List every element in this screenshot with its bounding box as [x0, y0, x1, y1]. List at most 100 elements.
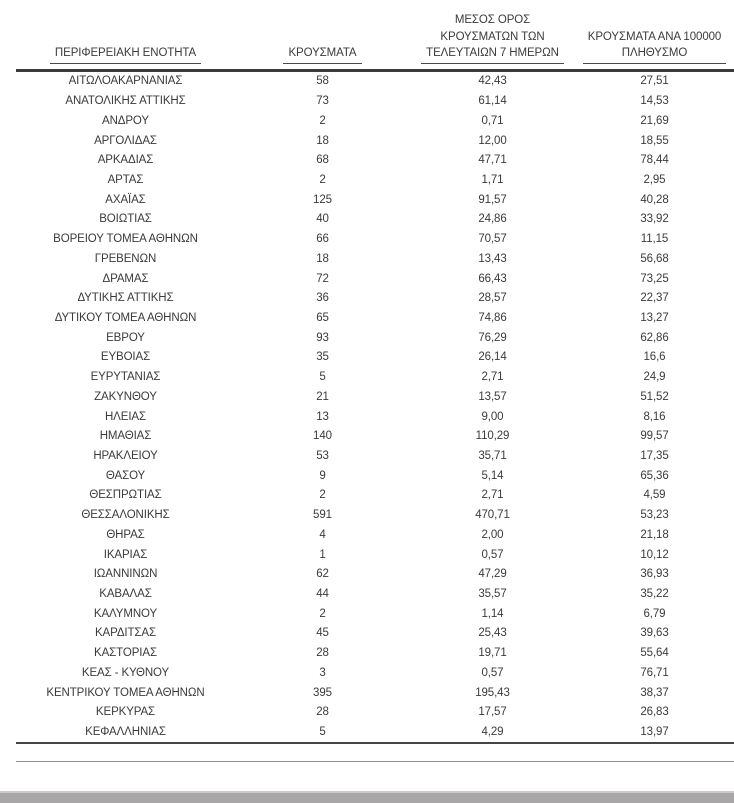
cell-avg7: 2,71	[481, 489, 504, 502]
cell-cases: 62	[316, 568, 329, 581]
cell-avg7: 13,57	[478, 390, 507, 403]
section-divider	[16, 760, 734, 762]
table-row: ΑΧΑΪΑΣ 125 91,57 40,28	[16, 190, 734, 210]
cell-region: ΚΕΡΚΥΡΑΣ	[95, 706, 156, 719]
cell-cases: 28	[316, 647, 329, 660]
table-row: ΑΝΑΤΟΛΙΚΗΣ ΑΤΤΙΚΗΣ 73 61,14 14,53	[16, 91, 734, 111]
header-cases-label: ΚΡΟΥΣΜΑΤΑ	[283, 45, 362, 64]
cell-per100k: 62,86	[640, 331, 669, 344]
table-row: ΚΕΡΚΥΡΑΣ 28 17,57 26,83	[16, 703, 734, 723]
table-body: ΑΙΤΩΛΟΑΚΑΡΝΑΝΙΑΣ 58 42,43 27,51 ΑΝΑΤΟΛΙΚΗΣ Α…	[16, 72, 734, 744]
cell-region: ΑΧΑΪΑΣ	[105, 193, 146, 206]
cell-per100k: 16,6	[643, 351, 666, 364]
cell-per100k: 73,25	[640, 272, 669, 285]
cell-per100k: 13,97	[640, 726, 669, 739]
cell-avg7: 5,14	[481, 469, 504, 482]
cell-region: ΖΑΚΥΝΘΟΥ	[94, 390, 157, 403]
cell-cases: 2	[319, 489, 326, 502]
header-cases: ΚΡΟΥΣΜΑΤΑ	[235, 45, 410, 64]
table-row: ΗΛΕΙΑΣ 13 9,00 8,16	[16, 407, 734, 427]
cell-region: ΗΡΑΚΛΕΙΟΥ	[93, 450, 158, 463]
table-header: ΠΕΡΙΦΕΡΕΙΑΚΗ ΕΝΟΤΗΤΑ ΚΡΟΥΣΜΑΤΑ ΜΕΣΟΣ ΟΡΟ…	[16, 0, 734, 64]
cell-cases: 1	[319, 548, 326, 561]
table-row: ΘΕΣΣΑΛΟΝΙΚΗΣ 591 470,71 53,23	[16, 505, 734, 525]
cell-avg7: 74,86	[478, 311, 507, 324]
cell-avg7: 13,43	[478, 252, 507, 265]
cell-region: ΘΕΣΠΡΩΤΙΑΣ	[89, 489, 162, 502]
cell-avg7: 2,71	[481, 371, 504, 384]
header-per100k: ΚΡΟΥΣΜΑΤΑ ΑΝΑ 100000 ΠΛΗΘΥΣΜΟ	[575, 29, 734, 64]
cell-per100k: 26,83	[640, 706, 669, 719]
cell-avg7: 2,00	[481, 528, 504, 541]
cell-avg7: 28,57	[478, 292, 507, 305]
cell-region: ΒΟΙΩΤΙΑΣ	[99, 213, 152, 226]
cell-region: ΙΩΑΝΝΙΝΩΝ	[93, 568, 158, 581]
table-row: ΔΥΤΙΚΗΣ ΑΤΤΙΚΗΣ 36 28,57 22,37	[16, 288, 734, 308]
cell-per100k: 10,12	[640, 548, 669, 561]
cell-per100k: 8,16	[643, 410, 666, 423]
cell-per100k: 18,55	[640, 134, 669, 147]
header-avg7-label: ΜΕΣΟΣ ΟΡΟΣ ΚΡΟΥΣΜΑΤΩΝ ΤΩΝ ΤΕΛΕΥΤΑΙΩΝ 7 Η…	[421, 12, 564, 64]
cell-cases: 9	[319, 469, 326, 482]
cell-avg7: 195,43	[475, 686, 510, 699]
cell-avg7: 12,00	[478, 134, 507, 147]
cell-per100k: 38,37	[640, 686, 669, 699]
cell-region: ΑΡΚΑΔΙΑΣ	[97, 154, 154, 167]
cell-region: ΑΙΤΩΛΟΑΚΑΡΝΑΝΙΑΣ	[68, 75, 183, 88]
table-row: ΓΡΕΒΕΝΩΝ 18 13,43 56,68	[16, 249, 734, 269]
cell-avg7: 42,43	[478, 75, 507, 88]
cell-avg7: 24,86	[478, 213, 507, 226]
cell-cases: 45	[316, 627, 329, 640]
cell-region: ΕΥΒΟΙΑΣ	[100, 351, 151, 364]
table-row: ΚΕΑΣ - ΚΥΘΝΟΥ 3 0,57 76,71	[16, 663, 734, 683]
cell-region: ΔΥΤΙΚΗΣ ΑΤΤΙΚΗΣ	[77, 292, 174, 305]
table-row: ΑΙΤΩΛΟΑΚΑΡΝΑΝΙΑΣ 58 42,43 27,51	[16, 72, 734, 92]
cell-region: ΑΡΓΟΛΙΔΑΣ	[94, 134, 157, 147]
cell-cases: 44	[316, 588, 329, 601]
table-row: ΕΒΡΟΥ 93 76,29 62,86	[16, 328, 734, 348]
cell-avg7: 470,71	[475, 509, 510, 522]
cell-cases: 140	[313, 430, 332, 443]
table-row: ΑΡΤΑΣ 2 1,71 2,95	[16, 170, 734, 190]
cell-cases: 2	[319, 114, 326, 127]
table-row: ΕΥΡΥΤΑΝΙΑΣ 5 2,71 24,9	[16, 367, 734, 387]
cell-per100k: 21,69	[640, 114, 669, 127]
table-row: ΚΕΝΤΡΙΚΟΥ ΤΟΜΕΑ ΑΘΗΝΩΝ 395 195,43 38,37	[16, 683, 734, 703]
table-row: ΚΑΡΔΙΤΣΑΣ 45 25,43 39,63	[16, 624, 734, 644]
cell-region: ΗΜΑΘΙΑΣ	[99, 430, 152, 443]
cell-cases: 68	[316, 154, 329, 167]
table-row: ΚΑΣΤΟΡΙΑΣ 28 19,71 55,64	[16, 643, 734, 663]
cell-avg7: 66,43	[478, 272, 507, 285]
cell-avg7: 70,57	[478, 233, 507, 246]
table-row: ΔΥΤΙΚΟΥ ΤΟΜΕΑ ΑΘΗΝΩΝ 65 74,86 13,27	[16, 308, 734, 328]
cell-cases: 21	[316, 390, 329, 403]
cell-per100k: 40,28	[640, 193, 669, 206]
cell-per100k: 53,23	[640, 509, 669, 522]
cell-per100k: 2,95	[643, 173, 666, 186]
cell-cases: 18	[316, 252, 329, 265]
cell-avg7: 1,71	[481, 173, 504, 186]
table-row: ΙΚΑΡΙΑΣ 1 0,57 10,12	[16, 545, 734, 565]
cell-per100k: 39,63	[640, 627, 669, 640]
horizontal-scrollbar[interactable]	[0, 791, 734, 803]
table-row: ΚΑΛΥΜΝΟΥ 2 1,14 6,79	[16, 604, 734, 624]
cell-cases: 5	[319, 726, 326, 739]
table-row: ΘΗΡΑΣ 4 2,00 21,18	[16, 525, 734, 545]
cell-per100k: 55,64	[640, 647, 669, 660]
cell-region: ΘΗΡΑΣ	[106, 528, 145, 541]
cell-per100k: 17,35	[640, 450, 669, 463]
cell-per100k: 36,93	[640, 568, 669, 581]
header-avg7: ΜΕΣΟΣ ΟΡΟΣ ΚΡΟΥΣΜΑΤΩΝ ΤΩΝ ΤΕΛΕΥΤΑΙΩΝ 7 Η…	[410, 12, 575, 64]
table-row: ΚΕΦΑΛΛΗΝΙΑΣ 5 4,29 13,97	[16, 722, 734, 742]
cell-avg7: 61,14	[478, 95, 507, 108]
table-row: ΒΟΙΩΤΙΑΣ 40 24,86 33,92	[16, 210, 734, 230]
cell-cases: 2	[319, 607, 326, 620]
cell-region: ΗΛΕΙΑΣ	[104, 410, 147, 423]
table-row: ΑΡΚΑΔΙΑΣ 68 47,71 78,44	[16, 150, 734, 170]
cell-per100k: 65,36	[640, 469, 669, 482]
cell-avg7: 19,71	[478, 647, 507, 660]
table-row: ΕΥΒΟΙΑΣ 35 26,14 16,6	[16, 348, 734, 368]
cell-region: ΘΕΣΣΑΛΟΝΙΚΗΣ	[81, 509, 170, 522]
cell-avg7: 110,29	[475, 430, 510, 443]
